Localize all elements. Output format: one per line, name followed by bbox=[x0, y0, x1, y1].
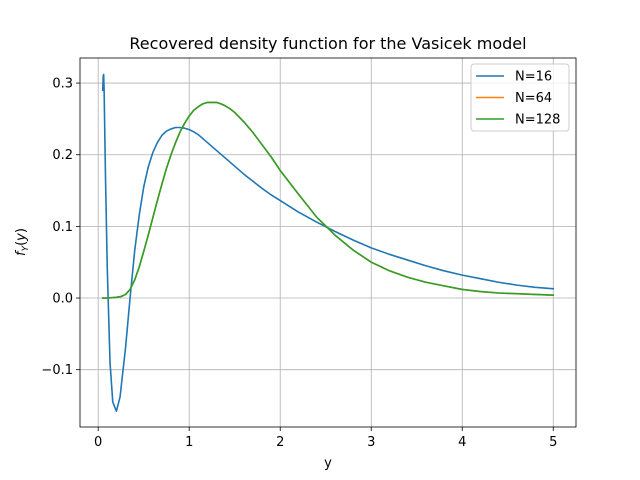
y-tick-label: 0.3 bbox=[52, 77, 73, 92]
series-line-n-16 bbox=[101, 73, 555, 413]
legend-label: N=16 bbox=[515, 70, 552, 85]
x-tick-label: 0 bbox=[94, 435, 102, 450]
series-layer bbox=[101, 73, 555, 413]
y-tick-label: 0.2 bbox=[52, 148, 73, 163]
legend: N=16 N=64 N=128 bbox=[470, 63, 570, 132]
plot-frame bbox=[79, 57, 577, 428]
y-axis-label: fY(y) bbox=[14, 228, 31, 256]
y-axis-ticks: −0.1 0.0 0.1 0.2 0.3 bbox=[41, 77, 80, 378]
x-tick-label: 2 bbox=[276, 435, 284, 450]
legend-box bbox=[470, 63, 570, 132]
x-axis-label: y bbox=[324, 456, 332, 471]
x-axis-ticks: 0 1 2 3 4 5 bbox=[94, 427, 557, 450]
series-line-n-128 bbox=[101, 101, 555, 299]
legend-label: N=128 bbox=[515, 113, 560, 128]
x-tick-label: 3 bbox=[367, 435, 375, 450]
y-tick-label: 0.1 bbox=[52, 220, 73, 235]
y-tick-label: 0.0 bbox=[52, 292, 73, 307]
legend-label: N=64 bbox=[515, 91, 552, 106]
chart-title: Recovered density function for the Vasic… bbox=[129, 34, 526, 53]
x-tick-label: 4 bbox=[458, 435, 466, 450]
x-tick-label: 1 bbox=[185, 435, 193, 450]
series-line-n-64 bbox=[101, 101, 555, 299]
y-tick-label: −0.1 bbox=[41, 363, 73, 378]
x-tick-label: 5 bbox=[549, 435, 557, 450]
